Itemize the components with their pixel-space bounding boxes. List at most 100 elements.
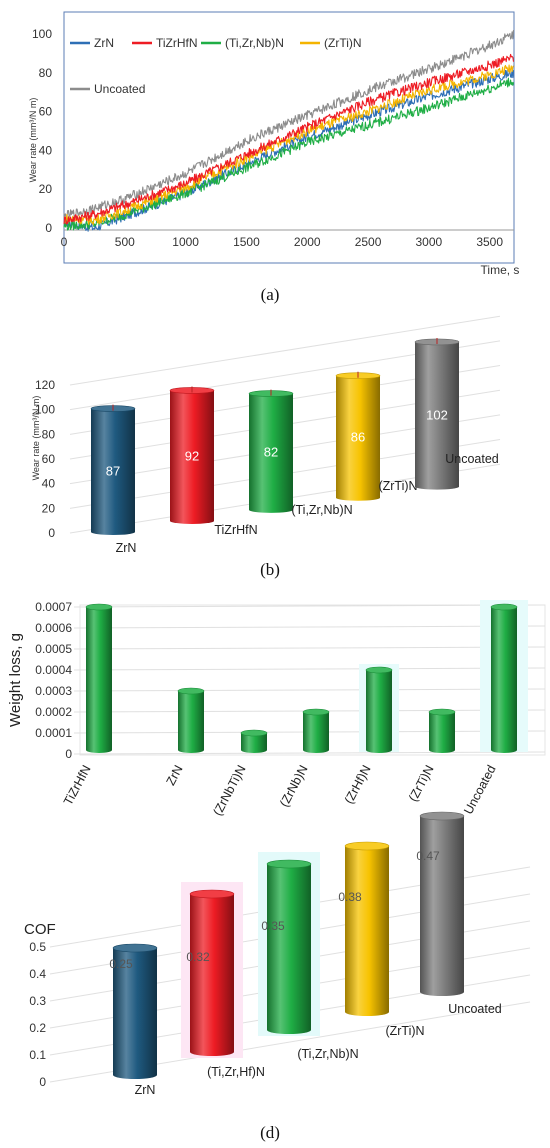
data-label: 0.25: [109, 957, 133, 971]
y-tick-label: 0.0007: [35, 600, 72, 614]
y-tick-label: 80: [42, 427, 56, 441]
bar-body: [336, 375, 380, 501]
data-label: 92: [185, 449, 199, 464]
bar: [85, 603, 113, 753]
x-axis-label: Time, s: [481, 263, 520, 277]
data-label: 0.35: [261, 919, 285, 933]
y-tick-label: 100: [35, 403, 55, 417]
panel-label-a: (a): [261, 285, 280, 304]
category-label: (ZrNbTi)N: [210, 763, 248, 818]
panel-b: 0 20 40 60 80 100 120 Wear rate (mm³/N m) 87 ZrN 9…: [31, 315, 501, 579]
data-label: 82: [264, 445, 278, 460]
bar-body: [170, 390, 214, 524]
y-axis-label: Weight loss, g: [7, 633, 24, 727]
bar: [428, 708, 456, 753]
y-tick-label: 0: [45, 221, 52, 235]
category-label: Uncoated: [445, 452, 499, 466]
gridline: [69, 315, 501, 386]
bar-top: [240, 729, 268, 737]
y-tick-label: 120: [35, 378, 55, 392]
bar-body: [303, 712, 329, 753]
y-tick-label: 20: [39, 182, 53, 196]
bar-body: [491, 607, 517, 753]
bar-body: [113, 948, 157, 1079]
bar-body: [267, 864, 311, 1034]
x-tick-label: 1000: [172, 235, 199, 249]
y-tick-label: 40: [42, 477, 56, 491]
legend: ZrN TiZrHfN (Ti,Zr,Nb)N (ZrTi)N Uncoated: [70, 36, 362, 96]
bar: [240, 729, 268, 753]
bar: [419, 811, 465, 996]
y-tick-label: 60: [39, 105, 53, 119]
gridline: [73, 667, 546, 671]
bar: [266, 859, 312, 1034]
y-axis-label: COF: [24, 921, 56, 938]
category-label: Uncoated: [461, 763, 499, 817]
y-tick-label: 0.5: [29, 940, 46, 954]
data-label: 0.47: [416, 849, 440, 863]
bar-body: [366, 670, 392, 753]
bar-body: [420, 816, 464, 996]
y-tick-label: 20: [42, 501, 56, 515]
y-tick-label: 0: [39, 1075, 46, 1089]
y-tick-label: 0: [48, 526, 55, 540]
bar: [302, 708, 330, 753]
panel-label-d: (d): [260, 1123, 280, 1142]
x-tick-label: 1500: [233, 235, 260, 249]
bar-top: [177, 687, 205, 695]
y-axis-label: Wear rate (mm³/N m): [31, 396, 41, 481]
bar-body: [86, 607, 112, 753]
bar: 86: [335, 371, 381, 501]
category-label: Uncoated: [448, 1002, 502, 1016]
bar-body: [178, 691, 204, 753]
bar-top: [112, 943, 158, 953]
y-tick-label: 0.0005: [35, 642, 72, 656]
bar-top: [428, 708, 456, 716]
category-label: (ZrHf)N: [342, 763, 374, 806]
series-line-1: [63, 53, 515, 225]
gridline: [73, 646, 546, 650]
data-label: 86: [351, 430, 365, 445]
category-label: (Ti,Zr,Nb)N: [291, 503, 352, 517]
bar: 102: [414, 337, 460, 490]
bar: 82: [248, 389, 294, 513]
y-tick-label: 0.0004: [35, 663, 72, 677]
y-tick-label: 80: [39, 66, 53, 80]
bar: 87: [90, 404, 136, 535]
gridline: [73, 688, 546, 692]
y-tick-label: 0: [65, 747, 72, 761]
legend-label: TiZrHfN: [156, 36, 198, 50]
y-tick-label: 0.3: [29, 994, 46, 1008]
y-tick-label: 0.4: [29, 967, 46, 981]
x-tick-label: 3000: [416, 235, 443, 249]
y-tick-label: 0.0003: [35, 684, 72, 698]
data-label: 102: [426, 407, 448, 422]
bar-body: [415, 341, 459, 490]
bar-top: [344, 841, 390, 851]
panel-c: 0 0.0001 0.0002 0.0003 0.0004 0.0005 0.0006 0.0…: [7, 600, 546, 892]
bar: [177, 687, 205, 753]
category-label: (Ti,Zr,Hf)N: [207, 1065, 265, 1079]
bar-top: [302, 708, 330, 716]
panel-label-b: (b): [260, 560, 280, 579]
bar: [189, 889, 235, 1056]
x-tick-label: 2000: [294, 235, 321, 249]
y-tick-label: 0.0006: [35, 621, 72, 635]
bar-top: [85, 603, 113, 611]
bar-body: [91, 408, 135, 535]
gridline: [73, 751, 546, 755]
category-label: (Ti,Zr,Nb)N: [297, 1047, 358, 1061]
data-label: 0.32: [186, 950, 210, 964]
bar-top: [419, 811, 465, 821]
legend-label: (Ti,Zr,Nb)N: [225, 36, 284, 50]
bar-top: [490, 603, 518, 611]
bar: [365, 666, 393, 753]
y-tick-label: 0.2: [29, 1021, 46, 1035]
x-tick-label: 0: [61, 235, 68, 249]
bar: [344, 841, 390, 1016]
category-label: (ZrTi)N: [385, 1024, 424, 1038]
data-label: 87: [106, 463, 120, 478]
category-label: (ZrTi)N: [406, 763, 437, 804]
bar-top: [365, 666, 393, 674]
x-tick-label: 500: [115, 235, 135, 249]
